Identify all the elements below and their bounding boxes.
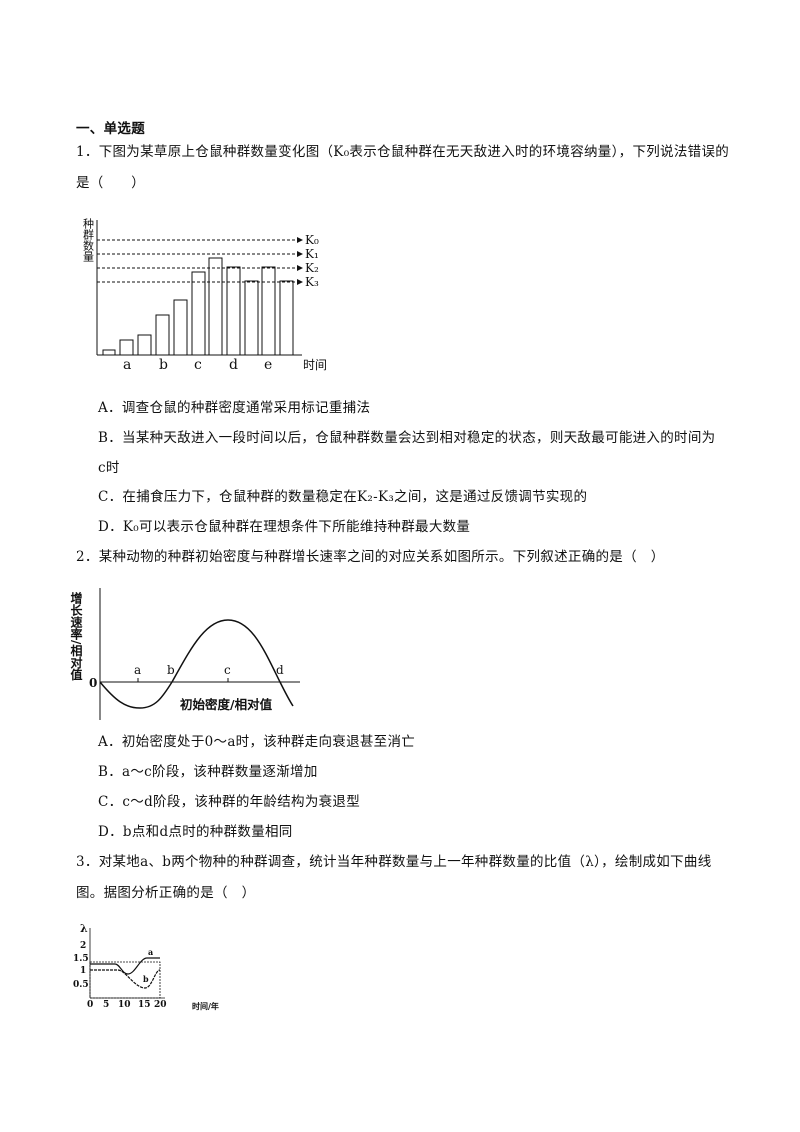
level-label: K₁: [305, 247, 319, 261]
option: A．初始密度处于0～a时，该种群走向衰退甚至消亡: [98, 734, 416, 750]
x-label: 初始密度/相对值: [180, 697, 273, 712]
option: C．c～d阶段，该种群的年龄结构为衰退型: [98, 794, 361, 810]
x-tick-label: 0: [87, 1000, 93, 1010]
point-label: d: [276, 663, 284, 677]
level-label: K₃: [305, 275, 319, 289]
y-tick-label: 1: [80, 966, 86, 976]
question-stem: 某种动物的种群初始密度与种群增长速率之间的对应关系如图所示。下列叙述正确的是（ …: [98, 549, 665, 565]
question-number: 2．: [76, 549, 99, 565]
point-label: b: [167, 663, 175, 677]
option: C．在捕食压力下，仓鼠种群的数量稳定在K₂-K₃之间，这是通过反馈调节实现的: [98, 489, 588, 505]
category: b: [159, 357, 168, 373]
option: A．调查仓鼠的种群密度通常采用标记重捕法: [98, 400, 371, 416]
category: e: [264, 357, 272, 373]
point-label: c: [224, 663, 231, 677]
y-tick-label: 1.5: [73, 954, 89, 964]
question: 3．对某地a、b两个物种的种群调查，统计当年种群数量与上一年种群数量的比值（λ）…: [76, 847, 731, 909]
bars: [102, 257, 294, 356]
curve-label: a: [148, 947, 153, 957]
category: d: [229, 357, 238, 373]
curve: [99, 619, 294, 709]
question: 1．下图为某草原上仓鼠种群数量变化图（K₀表示仓鼠种群在无天敌进入时的环境容纳量…: [76, 137, 731, 199]
y-label: λ: [80, 922, 88, 935]
y-tick-label: 2: [80, 941, 86, 951]
point-label: a: [134, 663, 141, 677]
curve: [90, 957, 160, 975]
levels: [97, 237, 303, 285]
option: B．a～c阶段，该种群数量逐渐增加: [98, 764, 318, 780]
x-tick-label: 15: [138, 1000, 151, 1010]
x-tick-label: 10: [118, 1000, 131, 1010]
figure-1: [96, 220, 303, 356]
option: D．b点和d点时的种群数量相同: [98, 824, 293, 840]
y-label: 增长速率/相对值: [69, 591, 83, 681]
question-stem: 下图为某草原上仓鼠种群数量变化图（K₀表示仓鼠种群在无天敌进入时的环境容纳量），…: [76, 144, 730, 191]
category: a: [123, 357, 131, 373]
origin: 0: [89, 676, 97, 690]
x-tick-label: 5: [103, 1000, 109, 1010]
x-tick-label: 20: [154, 1000, 167, 1010]
x-label: 时间: [303, 358, 327, 372]
curve-label: b: [143, 974, 149, 984]
level-label: K₀: [305, 233, 319, 247]
y-tick-label: 0.5: [73, 980, 89, 990]
y-label: 种群数量: [82, 217, 95, 262]
option: B．当某种天敌进入一段时间以后，仓鼠种群数量会达到相对稳定的状态，则天敌最可能进…: [98, 430, 716, 476]
section-title: 一、单选题: [76, 121, 145, 137]
question-number: 1．: [76, 144, 99, 160]
question-stem: 对某地a、b两个物种的种群调查，统计当年种群数量与上一年种群数量的比值（λ），绘…: [76, 854, 712, 901]
option: D．K₀可以表示仓鼠种群在理想条件下所能维持种群最大数量: [98, 519, 471, 535]
figure-3: [89, 928, 165, 999]
question: 2．某种动物的种群初始密度与种群增长速率之间的对应关系如图所示。下列叙述正确的是…: [76, 542, 731, 573]
figure-2: [99, 588, 300, 720]
category: c: [194, 357, 202, 373]
question-number: 3．: [76, 854, 99, 870]
curve: [90, 969, 161, 989]
level-label: K₂: [305, 261, 319, 275]
x-label: 时间/年: [192, 1001, 219, 1011]
